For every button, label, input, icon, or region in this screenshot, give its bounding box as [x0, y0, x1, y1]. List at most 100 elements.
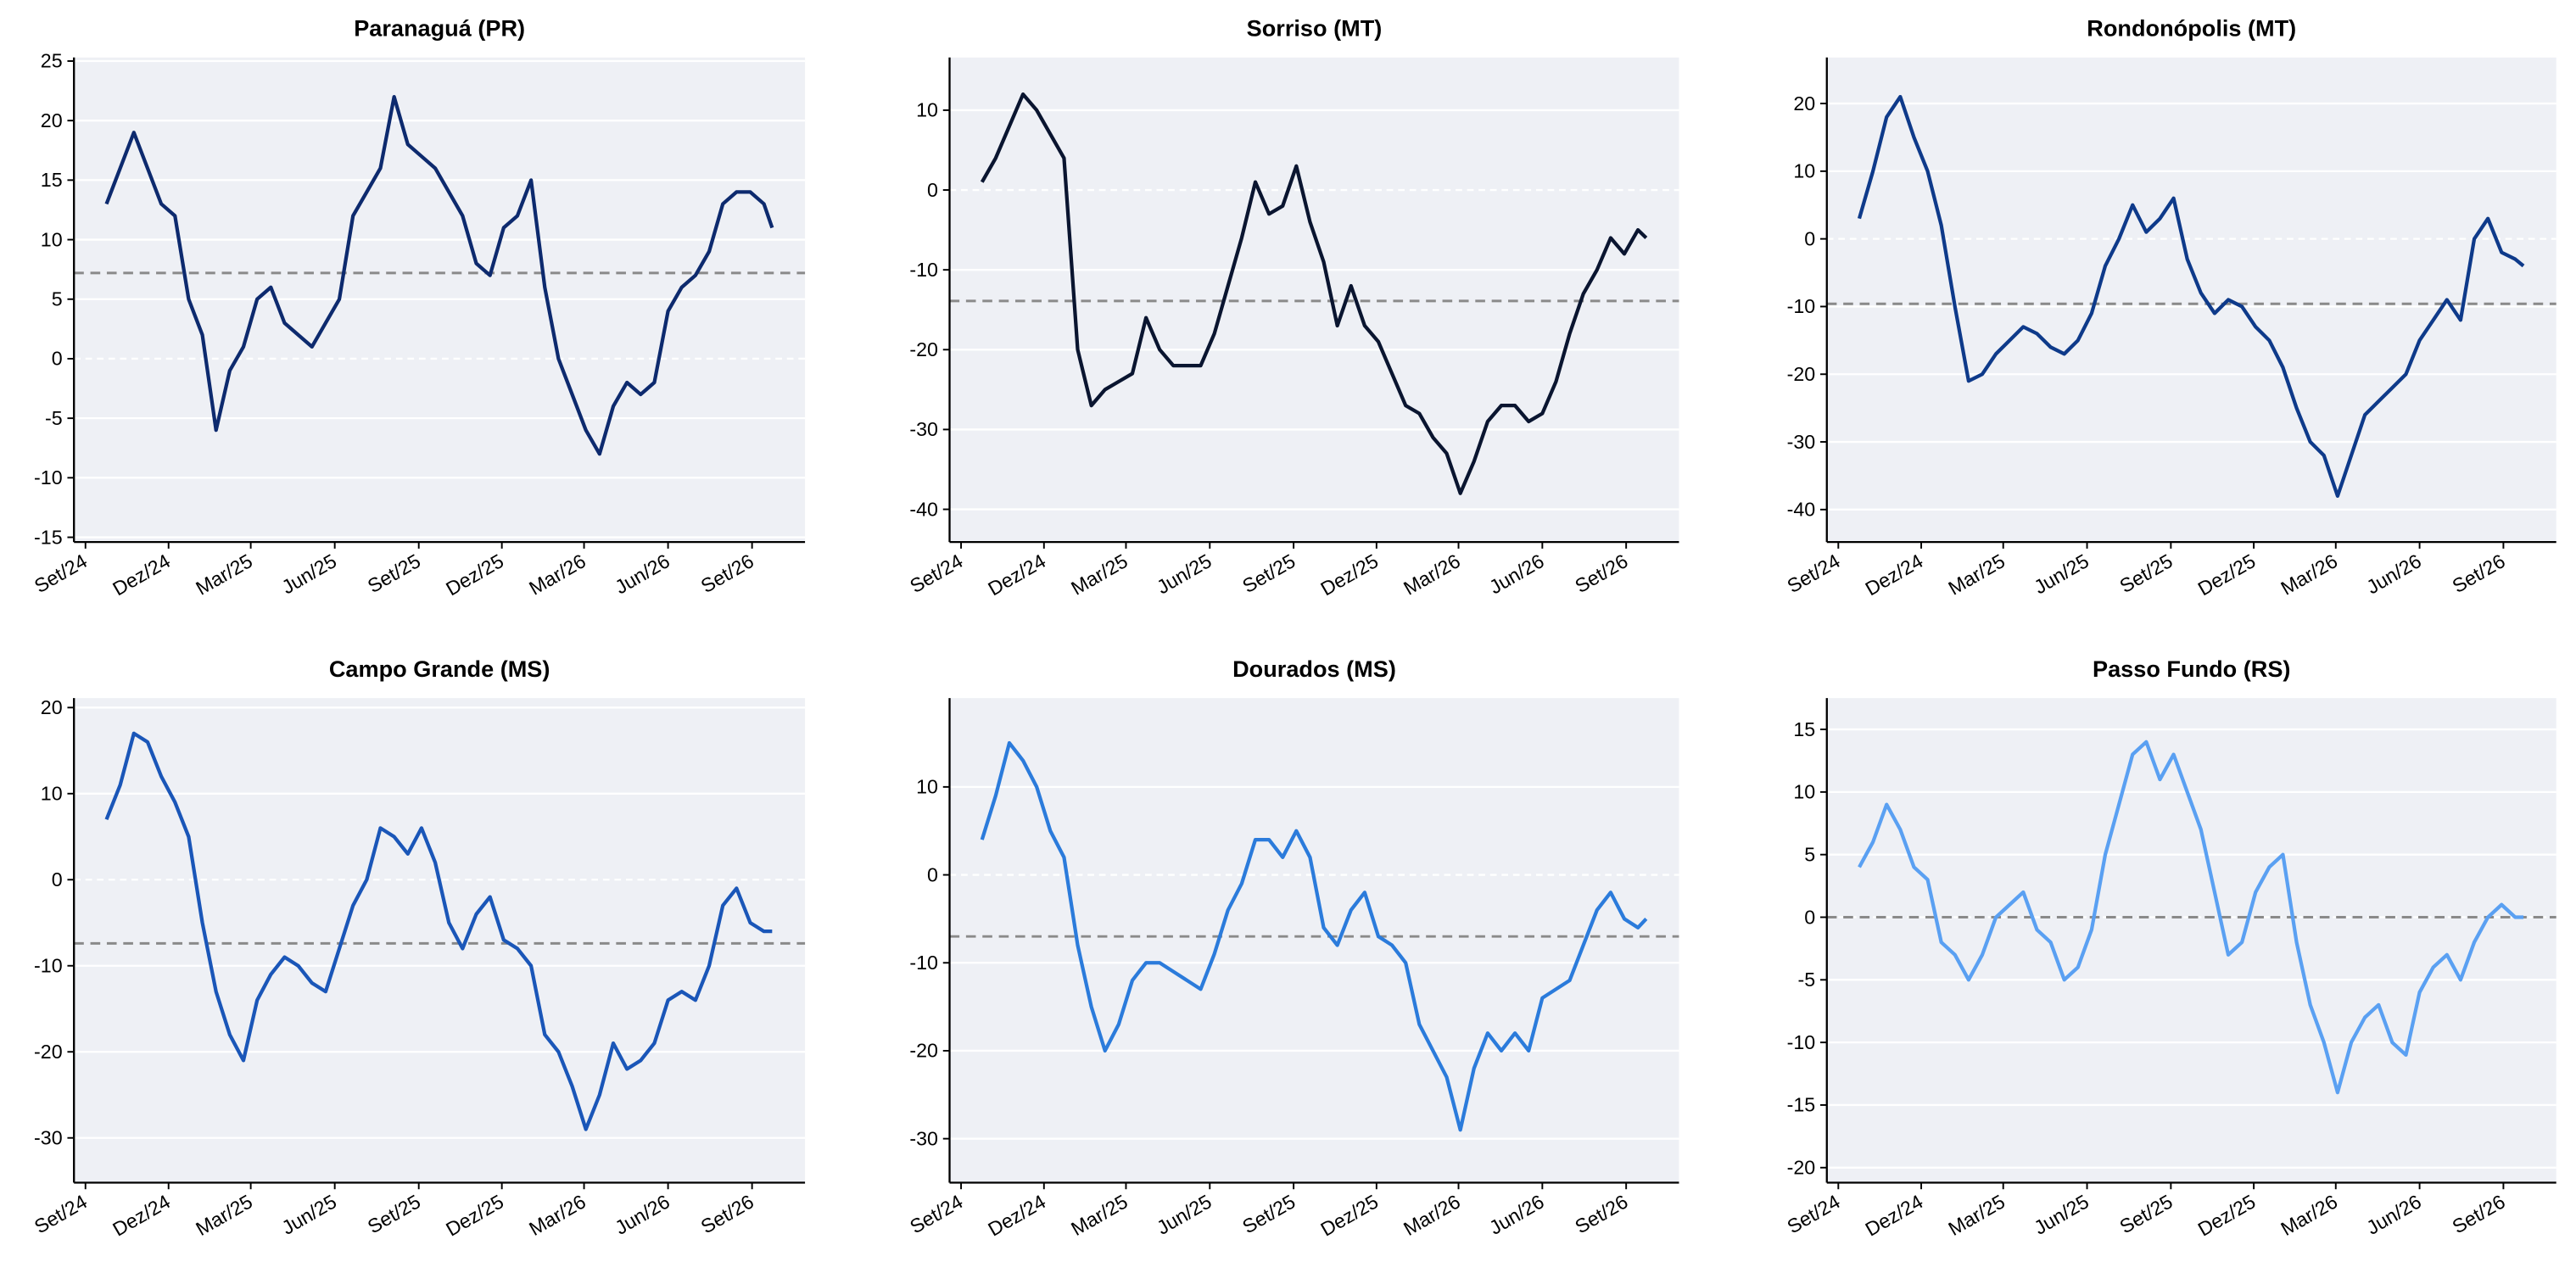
x-tick-label: Jun/25	[278, 1190, 340, 1238]
y-tick-label: 10	[1793, 781, 1815, 803]
data-line	[104, 731, 773, 1131]
x-tick-label: Mar/25	[1067, 1190, 1132, 1240]
y-tick-label: -10	[34, 955, 63, 977]
x-tick-label: Set/26	[1571, 1190, 1631, 1237]
x-tick-label: Set/26	[697, 550, 757, 597]
y-tick-label: 10	[916, 776, 938, 798]
y-tick-label: -10	[34, 466, 63, 488]
y-tick-label: -20	[909, 338, 938, 360]
x-tick-label: Set/26	[1571, 550, 1631, 597]
x-tick-label: Mar/26	[1400, 1190, 1464, 1240]
data-line	[980, 92, 1648, 495]
data-line	[104, 94, 774, 456]
x-tick-label: Jun/26	[2363, 550, 2425, 598]
y-tick-label: -30	[1787, 431, 1816, 453]
x-tick-label: Mar/25	[1944, 550, 2009, 600]
plot-background	[949, 698, 1679, 1183]
chart-title: Dourados (MS)	[1232, 656, 1396, 682]
y-tick-label: 15	[41, 169, 63, 191]
x-tick-label: Set/24	[31, 550, 91, 597]
x-tick-label: Dez/25	[1316, 550, 1382, 600]
plot-background	[1826, 698, 2556, 1183]
x-tick-label: Jun/25	[278, 550, 340, 598]
y-tick-label: 0	[52, 868, 63, 890]
x-tick-label: Set/24	[906, 1190, 966, 1237]
plot-background	[74, 698, 806, 1183]
y-tick-label: -10	[1787, 295, 1816, 317]
y-tick-label: -30	[909, 1127, 938, 1149]
x-tick-label: Mar/26	[525, 550, 590, 600]
x-tick-label: Dez/24	[109, 1190, 174, 1240]
x-tick-label: Mar/26	[2277, 1190, 2342, 1240]
x-tick-label: Dez/25	[2194, 550, 2260, 600]
x-tick-label: Jun/26	[612, 1190, 673, 1238]
x-tick-label: Mar/25	[192, 1190, 256, 1240]
y-tick-label: 0	[1804, 227, 1815, 249]
y-tick-label: 0	[1804, 906, 1815, 928]
x-tick-label: Set/24	[31, 1190, 91, 1237]
x-tick-label: Mar/25	[1944, 1190, 2009, 1240]
x-tick-label: Jun/26	[2363, 1190, 2425, 1238]
y-tick-label: 20	[41, 109, 63, 131]
data-line	[1857, 94, 2525, 499]
y-tick-label: -5	[1798, 969, 1816, 991]
y-tick-label: 0	[927, 179, 938, 201]
x-tick-label: Set/25	[1238, 1190, 1299, 1237]
y-tick-label: -40	[1787, 499, 1816, 521]
chart-title: Sorriso (MT)	[1247, 15, 1383, 42]
y-tick-label: -20	[1787, 363, 1816, 385]
x-tick-label: Set/25	[364, 1190, 424, 1237]
x-tick-label: Set/24	[1783, 1190, 1843, 1237]
data-line	[1858, 740, 2524, 1095]
y-tick-label: 0	[52, 348, 63, 370]
y-tick-label: -5	[45, 407, 63, 429]
y-tick-label: 25	[41, 50, 63, 72]
x-tick-label: Set/25	[364, 550, 424, 597]
x-tick-label: Mar/26	[1400, 550, 1464, 600]
y-tick-label: -30	[909, 418, 938, 440]
x-tick-label: Dez/25	[2194, 1190, 2260, 1240]
x-tick-label: Dez/25	[442, 1190, 507, 1240]
y-tick-label: 0	[927, 863, 938, 885]
x-tick-label: Dez/25	[442, 550, 507, 600]
y-tick-label: 20	[41, 696, 63, 718]
x-tick-label: Dez/25	[1316, 1190, 1382, 1240]
x-tick-label: Dez/24	[1862, 1190, 1927, 1240]
x-tick-label: Dez/24	[984, 1190, 1049, 1240]
y-tick-label: 10	[1793, 160, 1815, 182]
y-tick-label: -20	[909, 1040, 938, 1062]
x-tick-label: Set/25	[2116, 1190, 2176, 1237]
y-tick-label: -20	[1787, 1157, 1816, 1179]
y-tick-label: -30	[34, 1126, 63, 1148]
x-tick-label: Set/26	[2449, 1190, 2509, 1237]
chart-title: Paranaguá (PR)	[354, 15, 525, 42]
y-tick-label: 20	[1793, 92, 1815, 114]
x-tick-label: Jun/26	[1485, 550, 1547, 598]
y-tick-label: 10	[41, 228, 63, 250]
y-tick-label: 10	[41, 783, 63, 805]
y-tick-label: -15	[34, 526, 63, 548]
y-tick-label: -40	[909, 498, 938, 520]
x-tick-label: Jun/26	[1485, 1190, 1547, 1238]
chart-title: Campo Grande (MS)	[329, 656, 550, 682]
chart-title: Rondonópolis (MT)	[2087, 15, 2296, 42]
plot-background	[1826, 57, 2556, 543]
y-tick-label: -20	[34, 1041, 63, 1063]
x-tick-label: Set/25	[1238, 550, 1299, 597]
x-tick-label: Set/26	[2449, 550, 2509, 597]
x-tick-label: Set/25	[2116, 550, 2176, 597]
x-tick-label: Set/24	[906, 550, 966, 597]
x-tick-label: Dez/24	[1862, 550, 1927, 600]
y-tick-label: -10	[909, 952, 938, 974]
x-tick-label: Jun/25	[2030, 1190, 2092, 1238]
x-tick-label: Jun/25	[1153, 1190, 1215, 1238]
data-line	[980, 740, 1648, 1132]
x-tick-label: Set/24	[1783, 550, 1843, 597]
x-tick-label: Mar/26	[525, 1190, 590, 1240]
x-tick-label: Jun/26	[612, 550, 673, 598]
y-tick-label: -15	[1787, 1094, 1816, 1116]
y-tick-label: -10	[909, 259, 938, 281]
y-tick-label: -10	[1787, 1031, 1816, 1053]
